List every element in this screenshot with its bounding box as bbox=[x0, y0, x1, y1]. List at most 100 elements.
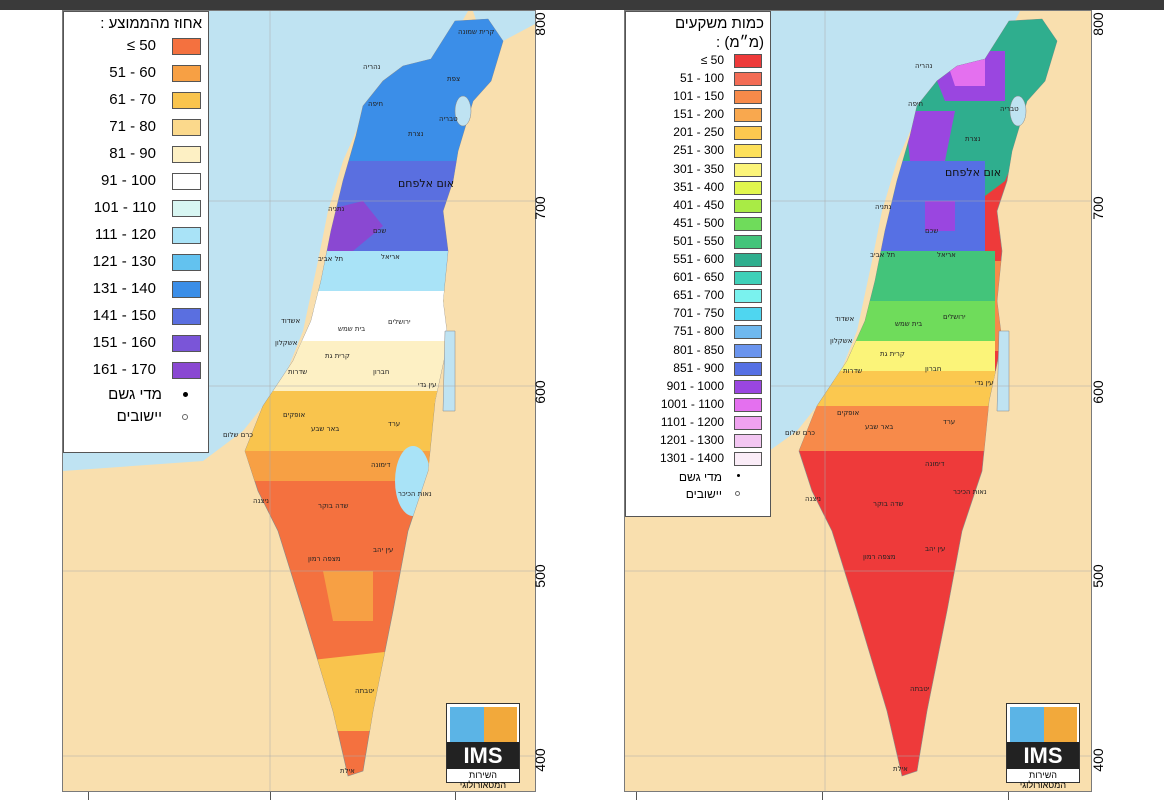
city-neot-hakikar: נאות הכיכר bbox=[953, 488, 987, 496]
legend-class-row: ≤ 50 bbox=[64, 33, 208, 60]
legend-swatch bbox=[734, 180, 762, 195]
city-ashdod: אשדוד bbox=[835, 315, 855, 323]
city-nahariya: נהריה bbox=[915, 62, 933, 70]
zone-center bbox=[865, 251, 995, 311]
percent-of-average-map: אום אלפחם חיפה נהריה צפת טבריה נצרת קרית… bbox=[63, 11, 535, 791]
city-shchem: שכם bbox=[925, 227, 938, 235]
city-jerusalem: ירושלים bbox=[388, 318, 411, 326]
legend-swatch bbox=[172, 362, 201, 379]
city-kiryat-shmona: קרית שמונה bbox=[458, 28, 494, 36]
legend-swatch bbox=[734, 54, 762, 68]
legend-class-row: 351 - 400 bbox=[626, 179, 770, 197]
city-haifa: חיפה bbox=[368, 100, 383, 108]
legend-class-row: 71 - 80 bbox=[64, 114, 208, 141]
zone-north bbox=[343, 19, 503, 201]
legend-swatch bbox=[734, 433, 762, 448]
sun-icon bbox=[484, 707, 517, 743]
cloud-rain-icon bbox=[1010, 707, 1044, 743]
legend-swatch bbox=[734, 289, 762, 304]
legend-class-row: 451 - 500 bbox=[626, 215, 770, 233]
legend-class-label: 351 - 400 bbox=[673, 179, 724, 194]
legend-class-row: 121 - 130 bbox=[64, 249, 208, 276]
ims-logo: IMS השירות המטאורולוגי bbox=[446, 703, 520, 790]
legend-class-row: 901 - 1000 bbox=[626, 378, 770, 396]
legend-class-label: 151 - 200 bbox=[673, 107, 724, 122]
legend-class-label: 71 - 80 bbox=[109, 118, 156, 135]
legend-class-list: ≤ 50 51 - 60 61 - 70 71 - 80 81 - 90 91 - 100… bbox=[64, 33, 208, 384]
legend-swatch bbox=[172, 119, 201, 136]
city-netanya: נתניה bbox=[328, 205, 345, 213]
city-ofakim: אופקים bbox=[283, 411, 305, 419]
zone-samaria-peak bbox=[925, 201, 955, 231]
coord-400-left: 400 bbox=[532, 748, 548, 772]
coord-700-right: 700 bbox=[1090, 196, 1106, 220]
coord-600-left: 600 bbox=[532, 380, 548, 404]
legend-class-label: 161 - 170 bbox=[92, 361, 156, 378]
city-eilat: אילת bbox=[893, 765, 908, 773]
legend-swatch bbox=[172, 308, 201, 325]
legend-class-row: 61 - 70 bbox=[64, 87, 208, 114]
city-nitzana: ניצנה bbox=[253, 497, 269, 505]
city-dimona: דימונה bbox=[371, 461, 391, 469]
city-beit-shemesh: בית שמש bbox=[895, 320, 922, 328]
zone-max bbox=[323, 201, 383, 251]
legend-class-row: 151 - 160 bbox=[64, 330, 208, 357]
city-arad: ערד bbox=[943, 418, 955, 426]
legend-swatch bbox=[172, 173, 201, 190]
legend-swatch bbox=[734, 379, 762, 394]
coord-800-right: 800 bbox=[1090, 12, 1106, 36]
city-ofakim: אופקים bbox=[837, 409, 859, 417]
legend-swatch bbox=[734, 397, 762, 412]
coord-700-left: 700 bbox=[532, 196, 548, 220]
legend-class-label: 1101 - 1200 bbox=[660, 414, 724, 429]
legend-class-label: 251 - 300 bbox=[673, 143, 724, 158]
legend-class-row: 131 - 140 bbox=[64, 276, 208, 303]
legend-swatch bbox=[734, 271, 762, 286]
city-ashkelon: אשקלון bbox=[830, 337, 853, 345]
rainfall-amount-map-panel: אום אלפחם חיפה נהריה נצרת טבריה נתניה תל… bbox=[624, 10, 1092, 792]
zone-north-negev bbox=[805, 371, 1005, 411]
legend-swatch bbox=[172, 281, 201, 298]
legend-class-row: 111 - 120 bbox=[64, 222, 208, 249]
city-sderot: שדרות bbox=[288, 368, 307, 376]
settlement-circle-icon bbox=[735, 491, 740, 497]
city-yotvata: יטבתה bbox=[355, 687, 375, 695]
legend-swatch bbox=[172, 38, 201, 55]
city-jerusalem: ירושלים bbox=[943, 313, 966, 321]
zone-shfela bbox=[850, 301, 995, 351]
legend-class-label: 51 - 60 bbox=[109, 64, 156, 81]
legend-swatch bbox=[734, 108, 762, 123]
city-tel-aviv: תל אביב bbox=[870, 251, 895, 259]
legend-class-label: 131 - 140 bbox=[92, 280, 156, 297]
cloud-rain-icon bbox=[450, 707, 484, 743]
city-ariel: אריאל bbox=[937, 251, 956, 259]
legend-class-row: 51 - 100 bbox=[626, 70, 770, 88]
legend-title: אחוז מהממוצע : bbox=[100, 15, 202, 32]
city-beit-shemesh: בית שמש bbox=[338, 325, 365, 333]
legend-class-list: ≤ 50 51 - 100 101 - 150 151 - 200 201 - 250 2… bbox=[626, 52, 770, 468]
coord-400-right: 400 bbox=[1090, 748, 1106, 772]
legend-swatch bbox=[734, 126, 762, 141]
settlement-circle-icon bbox=[182, 414, 188, 420]
legend-swatch bbox=[172, 200, 201, 217]
legend-class-label: 451 - 500 bbox=[673, 215, 724, 230]
legend-swatch bbox=[734, 361, 762, 376]
legend-class-label: 401 - 450 bbox=[673, 197, 724, 212]
legend-swatch bbox=[734, 234, 762, 249]
legend-swatch bbox=[734, 162, 762, 177]
legend-swatch bbox=[734, 90, 762, 105]
legend-class-row: 801 - 850 bbox=[626, 342, 770, 360]
legend-swatch bbox=[734, 307, 762, 322]
legend-class-label: 301 - 350 bbox=[673, 161, 724, 176]
legend-swatch bbox=[734, 452, 762, 467]
rain-gauge-dot-icon bbox=[183, 392, 188, 397]
percent-of-average-map-panel: אום אלפחם חיפה נהריה צפת טבריה נצרת קרית… bbox=[62, 10, 536, 792]
city-be-er-sheva: באר שבע bbox=[865, 423, 893, 431]
legend-class-row: 501 - 550 bbox=[626, 233, 770, 251]
kinneret bbox=[1009, 95, 1027, 127]
legend-class-row: 151 - 200 bbox=[626, 106, 770, 124]
coord-500-left: 500 bbox=[532, 564, 548, 588]
legend-swatch bbox=[734, 216, 762, 231]
legend-swatch bbox=[734, 343, 762, 358]
city-nahariya: נהריה bbox=[363, 63, 381, 71]
